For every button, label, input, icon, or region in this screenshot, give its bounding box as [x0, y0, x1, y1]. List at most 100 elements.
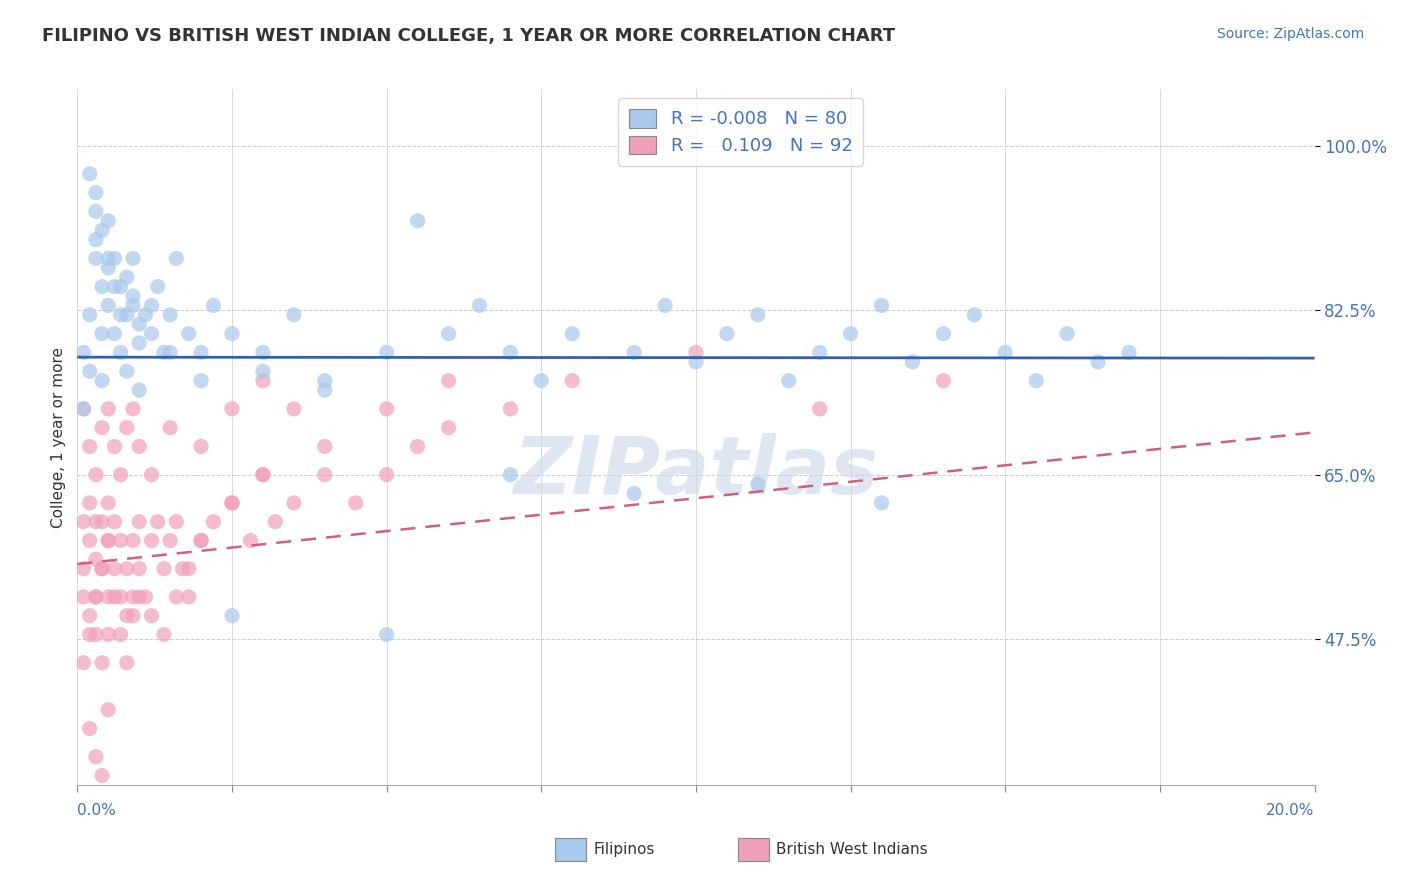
Point	[91, 768, 114, 782]
Point	[110, 590, 132, 604]
Point	[468, 298, 491, 312]
Point	[870, 496, 893, 510]
Point	[110, 279, 132, 293]
Point	[91, 656, 114, 670]
Point	[159, 308, 181, 322]
Point	[79, 364, 101, 378]
Point	[91, 279, 114, 293]
Point	[103, 562, 125, 576]
Point	[103, 515, 125, 529]
Point	[103, 279, 125, 293]
Point	[808, 401, 831, 416]
Point	[134, 308, 156, 322]
Point	[97, 496, 120, 510]
Point	[221, 496, 243, 510]
Point	[97, 298, 120, 312]
Point	[314, 440, 336, 454]
Point	[499, 345, 522, 359]
Point	[122, 608, 145, 623]
Point	[72, 656, 94, 670]
Point	[91, 562, 114, 576]
Point	[103, 252, 125, 266]
Point	[84, 233, 107, 247]
Point	[91, 562, 114, 576]
Point	[134, 590, 156, 604]
Point	[79, 308, 101, 322]
Point	[103, 440, 125, 454]
Point	[177, 590, 200, 604]
Point	[375, 345, 398, 359]
Point	[406, 214, 429, 228]
Point	[110, 308, 132, 322]
Point	[177, 326, 200, 341]
Point	[103, 590, 125, 604]
Point	[97, 401, 120, 416]
Point	[561, 326, 583, 341]
Point	[747, 477, 769, 491]
Point	[252, 374, 274, 388]
Point	[84, 590, 107, 604]
Point	[110, 345, 132, 359]
Point	[115, 608, 138, 623]
Text: 20.0%: 20.0%	[1267, 803, 1315, 818]
Point	[84, 252, 107, 266]
Point	[128, 562, 150, 576]
Point	[623, 345, 645, 359]
Point	[72, 562, 94, 576]
Point	[115, 420, 138, 434]
Point	[177, 562, 200, 576]
Point	[344, 496, 367, 510]
Point	[685, 345, 707, 359]
Point	[499, 467, 522, 482]
Point	[122, 590, 145, 604]
Point	[870, 298, 893, 312]
Point	[115, 656, 138, 670]
Point	[406, 440, 429, 454]
Point	[97, 252, 120, 266]
Point	[146, 515, 169, 529]
Point	[84, 590, 107, 604]
Point	[79, 496, 101, 510]
Point	[283, 496, 305, 510]
Point	[153, 345, 176, 359]
Point	[72, 515, 94, 529]
Point	[146, 279, 169, 293]
Point	[159, 533, 181, 548]
Point	[221, 608, 243, 623]
Point	[79, 608, 101, 623]
Point	[97, 703, 120, 717]
Point	[91, 420, 114, 434]
Point	[530, 374, 553, 388]
Point	[252, 364, 274, 378]
Point	[72, 345, 94, 359]
Point	[141, 326, 163, 341]
Point	[314, 374, 336, 388]
Point	[110, 533, 132, 548]
Point	[561, 374, 583, 388]
Point	[122, 252, 145, 266]
Point	[932, 374, 955, 388]
Point	[839, 326, 862, 341]
Point	[994, 345, 1017, 359]
Point	[84, 186, 107, 200]
Point	[1087, 355, 1109, 369]
Point	[97, 533, 120, 548]
Point	[202, 298, 225, 312]
Point	[79, 627, 101, 641]
Point	[747, 308, 769, 322]
Point	[84, 515, 107, 529]
Point	[172, 562, 194, 576]
Point	[239, 533, 262, 548]
Point	[1056, 326, 1078, 341]
Point	[141, 298, 163, 312]
Point	[153, 627, 176, 641]
Text: Filipinos: Filipinos	[593, 842, 655, 856]
Point	[97, 627, 120, 641]
Point	[141, 608, 163, 623]
Point	[375, 401, 398, 416]
Point	[84, 749, 107, 764]
Point	[122, 401, 145, 416]
Point	[128, 515, 150, 529]
Point	[165, 515, 187, 529]
Legend: R = -0.008   N = 80, R =   0.109   N = 92: R = -0.008 N = 80, R = 0.109 N = 92	[619, 98, 863, 166]
